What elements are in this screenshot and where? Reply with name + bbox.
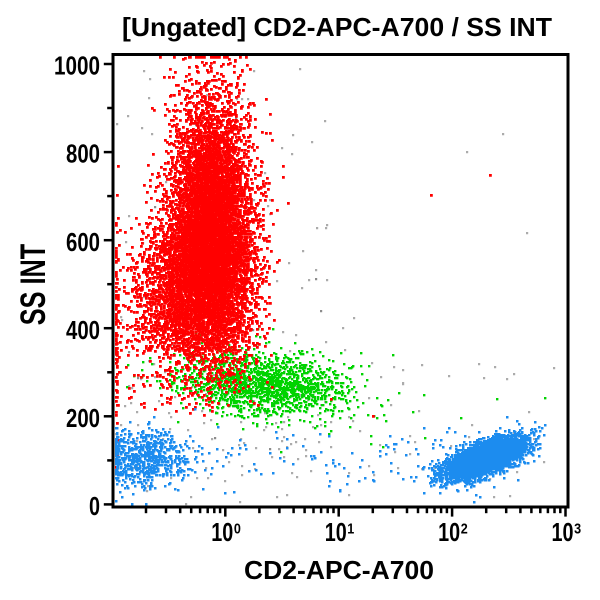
svg-text:10: 10 — [211, 517, 233, 547]
svg-text:1: 1 — [347, 521, 354, 538]
svg-text:600: 600 — [66, 227, 100, 257]
svg-text:3: 3 — [574, 521, 581, 538]
svg-text:2: 2 — [461, 521, 468, 538]
svg-text:10: 10 — [552, 517, 574, 547]
svg-text:0: 0 — [234, 521, 241, 538]
svg-text:10: 10 — [325, 517, 347, 547]
svg-text:SS INT: SS INT — [14, 244, 53, 326]
svg-text:0: 0 — [89, 491, 100, 521]
svg-text:200: 200 — [66, 403, 100, 433]
svg-text:1000: 1000 — [54, 51, 100, 81]
svg-text:800: 800 — [66, 139, 100, 169]
svg-text:[Ungated] CD2-APC-A700 / SS IN: [Ungated] CD2-APC-A700 / SS INT — [122, 12, 552, 42]
svg-text:400: 400 — [66, 315, 100, 345]
svg-text:10: 10 — [438, 517, 460, 547]
svg-text:CD2-APC-A700: CD2-APC-A700 — [244, 555, 434, 585]
